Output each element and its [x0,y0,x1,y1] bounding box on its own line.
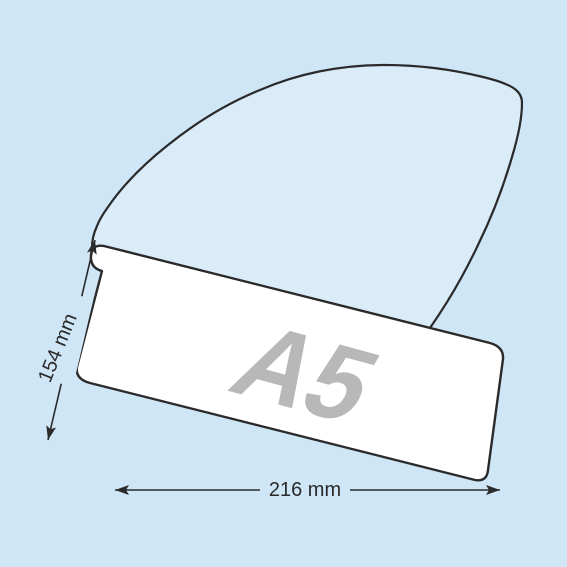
width-dimension-label: 216 mm [269,479,341,501]
laminating-pouch-diagram: A5 216 mm 154 mm [0,0,567,567]
